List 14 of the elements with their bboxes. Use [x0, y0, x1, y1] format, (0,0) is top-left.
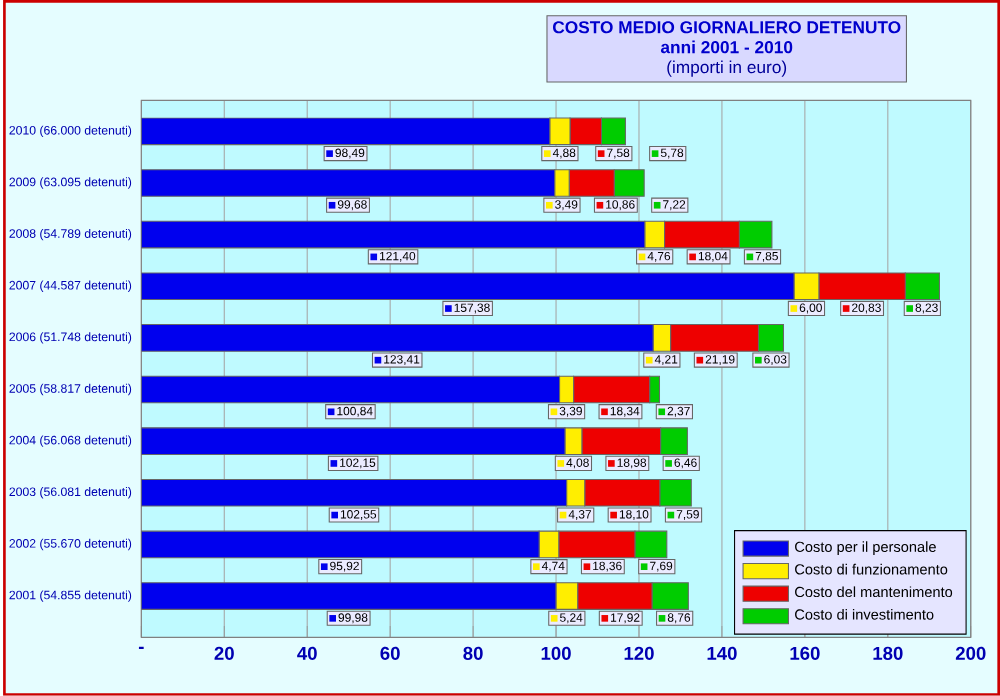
- text: (importi in euro): [667, 60, 787, 77]
- x-tick-label: -: [138, 646, 144, 650]
- x-tick-label: 20: [214, 646, 234, 660]
- x-tick-label: 200: [955, 646, 986, 660]
- x-tick-label: 40: [297, 646, 317, 660]
- x-tick-label: 120: [624, 646, 654, 660]
- chart-title: COSTO MEDIO GIORNALIERO DETENUTO: [553, 21, 901, 34]
- chart-subtitle: anni 2001 - 2010: [660, 40, 793, 54]
- x-tick-label: 100: [541, 646, 571, 660]
- x-tick-label: 60: [380, 646, 400, 660]
- x-tick-label: 80: [463, 646, 483, 660]
- x-tick-label: 140: [707, 646, 737, 660]
- x-tick-label: 180: [873, 646, 903, 660]
- x-tick-label: 160: [790, 646, 820, 660]
